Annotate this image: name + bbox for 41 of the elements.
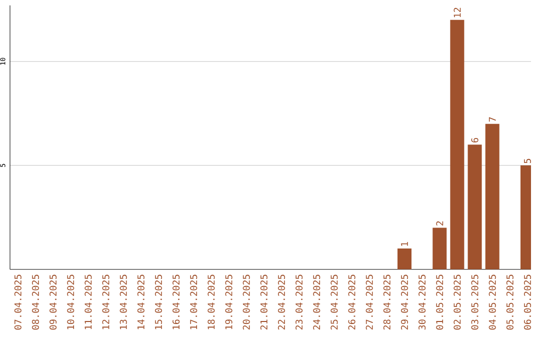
x-tick-label: 12.04.2025 bbox=[102, 274, 110, 330]
x-tick-label: 13.04.2025 bbox=[120, 274, 127, 330]
x-tick-label: 21.04.2025 bbox=[260, 274, 268, 330]
data-label: 2 bbox=[436, 221, 444, 226]
x-tick-label: 20.04.2025 bbox=[242, 274, 250, 330]
x-tick-label: 24.04.2025 bbox=[313, 274, 320, 330]
x-tick-label: 18.04.2025 bbox=[208, 274, 215, 330]
data-label: 6 bbox=[471, 138, 478, 142]
x-tick-label: 08.04.2025 bbox=[32, 274, 40, 330]
x-tick-label: 26.04.2025 bbox=[348, 274, 356, 330]
data-label: 12 bbox=[454, 8, 461, 18]
x-tick-label: 04.05.2025 bbox=[488, 274, 496, 330]
x-tick-label: 03.05.2025 bbox=[471, 274, 478, 330]
bar bbox=[450, 20, 464, 270]
x-tick-label: 14.04.2025 bbox=[137, 274, 144, 330]
x-tick-label: 19.04.2025 bbox=[225, 274, 232, 330]
bar bbox=[397, 248, 412, 270]
bar bbox=[468, 144, 482, 270]
x-tick-label: 05.05.2025 bbox=[506, 274, 514, 330]
x-tick-label: 02.05.2025 bbox=[454, 274, 461, 330]
x-tick-label: 23.04.2025 bbox=[296, 274, 303, 330]
bar bbox=[432, 228, 447, 270]
x-tick-label: 01.05.2025 bbox=[436, 274, 444, 330]
x-tick-label: 30.04.2025 bbox=[418, 274, 426, 330]
x-tick-label: 09.04.2025 bbox=[50, 274, 57, 330]
x-tick-label: 07.04.2025 bbox=[14, 274, 22, 330]
data-label: 1 bbox=[401, 242, 408, 246]
x-tick-label: 17.04.2025 bbox=[190, 274, 198, 330]
bar bbox=[485, 124, 500, 270]
x-tick-label: 25.04.2025 bbox=[330, 274, 338, 330]
x-tick-label: 29.04.2025 bbox=[400, 274, 408, 330]
x-tick-label: 27.04.2025 bbox=[366, 274, 373, 330]
x-tick-label: 28.04.2025 bbox=[383, 274, 390, 330]
data-label: 7 bbox=[488, 117, 496, 122]
x-tick-label: 10.04.2025 bbox=[67, 274, 74, 330]
x-tick-label: 22.04.2025 bbox=[278, 274, 286, 330]
x-tick-label: 11.04.2025 bbox=[84, 274, 92, 330]
data-label: 5 bbox=[524, 158, 531, 164]
x-tick-label: 06.05.2025 bbox=[524, 274, 532, 330]
x-tick-label: 15.04.2025 bbox=[154, 274, 162, 330]
x-tick-label: 16.04.2025 bbox=[172, 274, 180, 330]
